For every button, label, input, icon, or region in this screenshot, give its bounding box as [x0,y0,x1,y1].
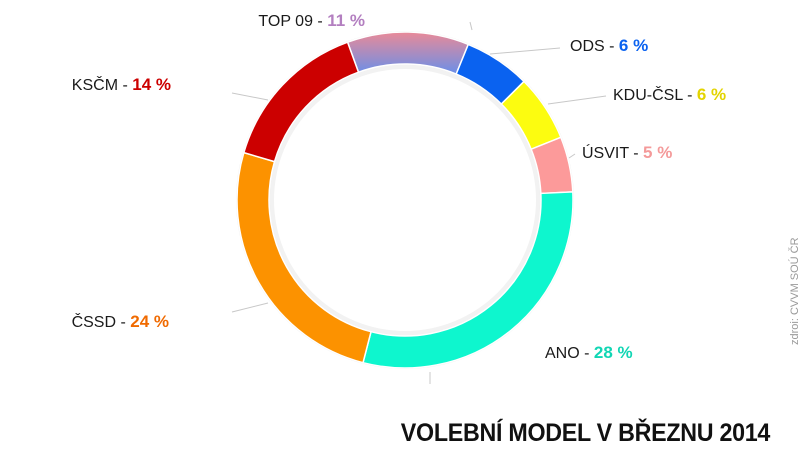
slice-label-name: ANO - [545,345,594,362]
leader-line [489,47,561,55]
slice-label-value: 28 % [594,343,633,362]
slice-label-name: ÚSVIT - [582,143,643,162]
leader-line [568,153,576,159]
slice-label: ODS - 6 % [570,36,648,55]
slice-label-value: 24 % [130,312,169,331]
chart-title: VOLEBNÍ MODEL V BŘEZNU 2014 [400,419,771,447]
slice-label: KSČM - 14 % [72,75,171,94]
slice-label-name: ODS - [570,38,619,55]
leader-line [231,92,269,101]
slice-label-name: KDU-ČSL - [613,85,697,104]
slice-label-name: KSČM - [72,75,132,94]
slice-label: ČSSD - 24 % [72,312,169,331]
slice-labels: TOP 09 - 11 %ODS - 6 %KDU-ČSL - 6 %ÚSVIT… [72,11,727,362]
source-note: zdroj: CVVM SOÚ ČR [789,237,798,345]
slices-layer [236,31,574,369]
slice-label-value: 11 % [327,11,365,30]
donut-hole-inner [274,69,536,331]
slice-label-name: ČSSD - [72,312,131,331]
leader-line [547,95,607,105]
slice-label-value: 6 % [697,85,726,104]
leader-lines [231,21,607,384]
slice-label-value: 14 % [132,75,171,94]
slice-label-name: TOP 09 - [258,13,327,30]
slice-ksčm [242,41,360,163]
slice-label: TOP 09 - 11 % [258,11,365,30]
leader-line [231,302,269,313]
slice-label: ÚSVIT - 5 % [582,143,672,162]
slice-label-value: 6 % [619,36,648,55]
slice-label: KDU-ČSL - 6 % [613,85,726,104]
slice-label: ANO - 28 % [545,343,633,362]
slice-label-value: 5 % [643,143,672,162]
tick-mark [469,21,473,31]
